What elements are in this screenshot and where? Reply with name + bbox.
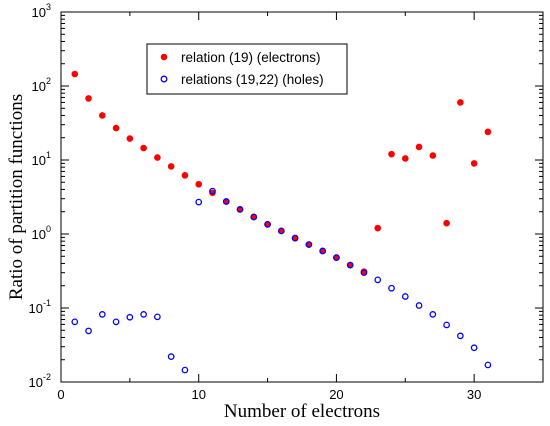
electron-point bbox=[154, 154, 161, 161]
electron-point bbox=[85, 95, 92, 102]
legend: relation (19) (electrons) relations (19,… bbox=[146, 43, 348, 95]
x-tick-label: 20 bbox=[329, 387, 343, 402]
hole-point bbox=[222, 198, 230, 205]
electron-point bbox=[415, 143, 423, 151]
y-axis-ticks: 10-2 10-1 100 101 102 103 bbox=[29, 2, 543, 390]
electron-point bbox=[167, 163, 175, 170]
x-axis-title: Number of electrons bbox=[224, 401, 380, 422]
data-points bbox=[71, 70, 492, 374]
x-tick-label: 10 bbox=[191, 387, 205, 402]
electron-point bbox=[484, 128, 492, 136]
electron-point bbox=[112, 124, 120, 132]
hole-point bbox=[264, 221, 271, 228]
legend-label-electrons: relation (19) (electrons) bbox=[181, 50, 321, 65]
electron-point bbox=[388, 150, 395, 158]
electron-point bbox=[71, 70, 79, 78]
electron-point bbox=[457, 99, 464, 106]
electron-point bbox=[140, 144, 147, 152]
hole-point bbox=[401, 293, 409, 300]
electron-point bbox=[126, 135, 134, 142]
hole-point bbox=[360, 269, 368, 277]
electron-point bbox=[470, 160, 478, 167]
hole-point bbox=[236, 206, 244, 213]
hole-point bbox=[319, 247, 327, 255]
electron-point bbox=[99, 112, 106, 119]
y-tick-label: 100 bbox=[32, 224, 51, 242]
hole-point bbox=[250, 213, 258, 221]
y-tick-label: 10-1 bbox=[29, 298, 51, 316]
y-tick-label: 103 bbox=[32, 2, 51, 20]
hole-point bbox=[374, 276, 382, 284]
hole-point bbox=[346, 261, 354, 269]
legend-marker-electrons bbox=[160, 53, 168, 61]
hole-point bbox=[429, 311, 437, 318]
hole-point bbox=[112, 318, 120, 326]
y-tick-label: 101 bbox=[32, 150, 51, 168]
legend-label-holes: relations (19,22) (holes) bbox=[181, 72, 324, 87]
y-axis-title: Ratio of partition functions bbox=[6, 94, 27, 300]
electron-point bbox=[195, 180, 203, 188]
hole-point bbox=[181, 366, 189, 374]
hole-point bbox=[195, 198, 203, 206]
hole-point bbox=[71, 318, 79, 326]
electron-point bbox=[374, 224, 382, 232]
hole-point bbox=[305, 241, 313, 248]
hole-point bbox=[209, 187, 216, 195]
hole-point bbox=[457, 332, 464, 340]
electron-point bbox=[443, 219, 450, 227]
hole-point bbox=[85, 327, 92, 335]
hole-point bbox=[291, 234, 299, 242]
hole-point bbox=[484, 361, 492, 369]
electron-point bbox=[181, 172, 189, 179]
hole-point bbox=[333, 254, 340, 261]
legend-marker-holes bbox=[160, 75, 168, 83]
hole-point bbox=[126, 313, 134, 321]
hole-point bbox=[140, 311, 147, 318]
electron-point bbox=[429, 152, 437, 159]
x-tick-label: 0 bbox=[57, 387, 64, 402]
y-tick-label: 102 bbox=[32, 76, 51, 94]
electron-point bbox=[209, 189, 216, 197]
hole-point bbox=[154, 313, 161, 321]
hole-point bbox=[443, 321, 450, 329]
hole-point bbox=[388, 284, 395, 292]
hole-point bbox=[167, 353, 175, 361]
y-tick-label: 10-2 bbox=[29, 372, 51, 390]
hole-point bbox=[98, 311, 106, 318]
hole-point bbox=[277, 227, 285, 235]
x-tick-label: 30 bbox=[467, 387, 481, 402]
x-axis-ticks: 0 10 20 30 bbox=[57, 12, 544, 402]
hole-point bbox=[415, 302, 423, 309]
electron-point bbox=[401, 155, 409, 162]
legend-box bbox=[146, 43, 348, 95]
hole-point bbox=[470, 344, 478, 352]
